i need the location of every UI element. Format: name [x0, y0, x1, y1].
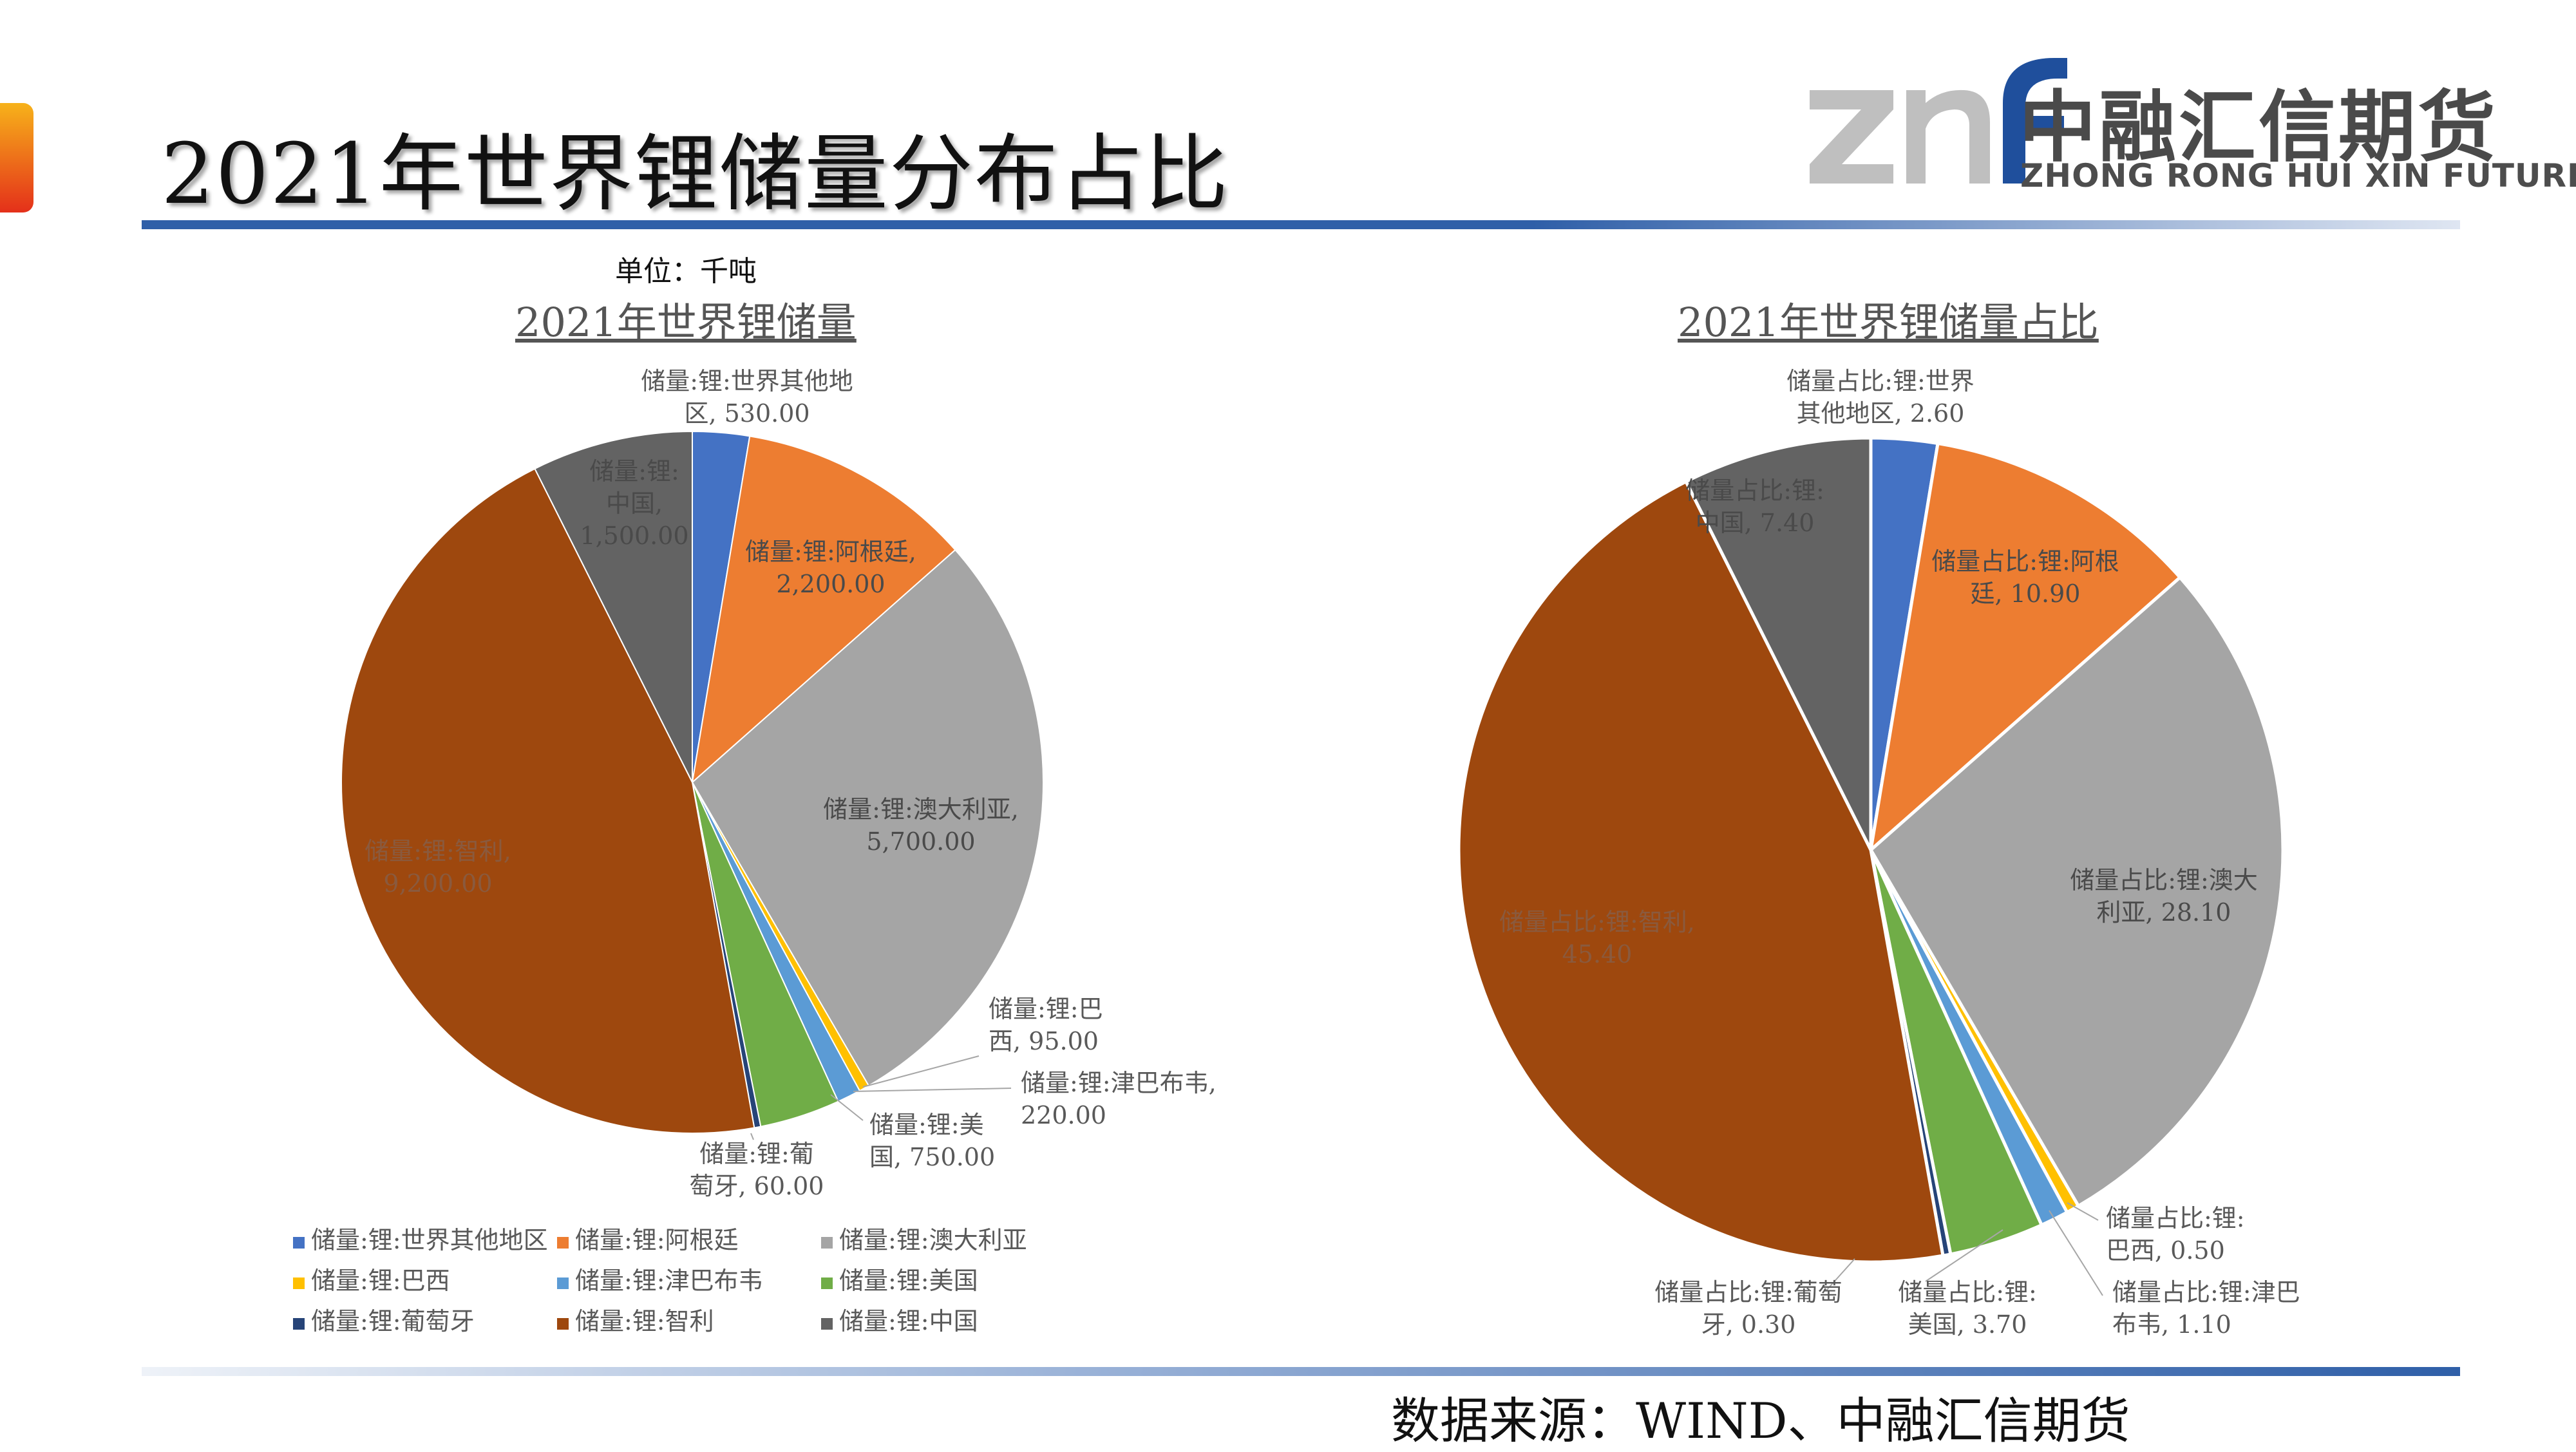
- pie-1-leader-6: [830, 1094, 864, 1121]
- pie-2: [1457, 436, 2285, 1264]
- pie-2-slice-2: [1868, 441, 2183, 854]
- logo-znf-icon: [1810, 58, 2067, 184]
- pie-1-leader-5: [853, 1088, 1012, 1092]
- logo-mark: [1810, 58, 2067, 184]
- pie-1-data-label-6: 储量:锂:美国, 750.00: [869, 1111, 995, 1171]
- accent-tab: [0, 103, 33, 212]
- logo-name-cn: 中融汇信期货: [2019, 83, 2498, 173]
- pie-2-data-label-9: 储量占比:锂:中国, 7.40: [1685, 476, 1824, 537]
- legend-swatch: [293, 1317, 305, 1330]
- pie-1-data-label-3: 储量:锂:澳大利亚, 5,700.00: [823, 795, 1019, 856]
- pie-2-slice-8: [1457, 479, 1945, 1264]
- pie-2-data-label-1: 储量占比:锂:世界其他地区, 2.60: [1786, 367, 1975, 428]
- pie-1-data-label-7: 储量:锂:葡萄牙, 60.00: [690, 1140, 824, 1200]
- pie-2-data-label-6: 储量占比:锂:美国, 3.70: [1898, 1278, 2037, 1339]
- pie-1-leader-4: [862, 1055, 980, 1088]
- pie-1-slice-3: [691, 549, 1044, 1087]
- pie-1-data-label-9: 储量:锂:中国, 1,500.00: [580, 457, 688, 550]
- legend-label: 储量:锂:阿根廷: [575, 1226, 739, 1254]
- pie-1-data-label-2: 储量:锂:阿根廷, 2,200.00: [745, 538, 916, 598]
- legend-item-6: 储量:锂:美国: [821, 1261, 978, 1296]
- logo-name-en: ZHONG RONG HUI XIN FUTURES: [2020, 157, 2576, 194]
- legend-label: 储量:锂:葡萄牙: [311, 1307, 475, 1335]
- legend-swatch: [293, 1236, 305, 1249]
- page-title: 2021年世界锂储量分布占比: [161, 125, 1229, 223]
- pie-1-data-label-4: 储量:锂:巴西, 95.00: [989, 995, 1103, 1055]
- pie-2-data-label-3: 储量占比:锂:澳大利亚, 28.10: [2070, 866, 2258, 927]
- right-chart-title: 2021年世界锂储量占比: [1678, 299, 2099, 346]
- top-rule: [142, 220, 2460, 229]
- pie-2-data-label-2: 储量占比:锂:阿根廷, 10.90: [1931, 547, 2119, 608]
- legend-label: 储量:锂:中国: [839, 1307, 978, 1335]
- pie-1: [340, 430, 1044, 1135]
- legend-swatch: [293, 1277, 305, 1289]
- legend-item-7: 储量:锂:葡萄牙: [293, 1301, 475, 1337]
- legend-swatch: [557, 1317, 569, 1330]
- pie-1-slice-8: [340, 467, 755, 1135]
- pie-2-slice-3: [1868, 575, 2285, 1209]
- legend-item-1: 储量:锂:世界其他地区: [293, 1220, 548, 1256]
- legend-item-4: 储量:锂:巴西: [293, 1261, 450, 1296]
- pie-1-data-label-1: 储量:锂:世界其他地区, 530.00: [641, 367, 853, 428]
- legend-label: 储量:锂:世界其他地区: [311, 1226, 548, 1254]
- pie-1-data-label-5: 储量:锂:津巴布韦, 220.00: [1021, 1069, 1217, 1129]
- legend-item-2: 储量:锂:阿根廷: [557, 1220, 739, 1256]
- legend-label: 储量:锂:智利: [575, 1307, 714, 1335]
- legend-label: 储量:锂:美国: [839, 1267, 978, 1295]
- left-chart-title: 2021年世界锂储量: [515, 299, 857, 346]
- pie-2-data-label-5: 储量占比:锂:津巴布韦, 1.10: [2112, 1278, 2300, 1339]
- legend-item-5: 储量:锂:津巴布韦: [557, 1261, 763, 1296]
- pie-2-data-label-8: 储量占比:锂:智利, 45.40: [1499, 908, 1695, 968]
- pie-2-data-label-4: 储量占比:锂:巴西, 0.50: [2106, 1204, 2245, 1265]
- unit-label: 单位：千吨: [615, 255, 757, 288]
- pie-2-leader-5: [2049, 1210, 2103, 1296]
- data-source: 数据来源：WIND、中融汇信期货: [1391, 1392, 2130, 1449]
- pie-2-data-label-7: 储量占比:锂:葡萄牙, 0.30: [1654, 1278, 1842, 1339]
- legend-swatch: [821, 1317, 833, 1330]
- pie-1-slice-2: [691, 435, 956, 784]
- pie-2-slice-9: [1683, 436, 1873, 851]
- legend-swatch: [557, 1277, 569, 1289]
- pie-2-leader-4: [2067, 1202, 2099, 1221]
- pie-2-leader-6: [1925, 1229, 2003, 1282]
- legend-swatch: [821, 1277, 833, 1289]
- legend-item-8: 储量:锂:智利: [557, 1301, 714, 1337]
- pie-1-data-label-8: 储量:锂:智利, 9,200.00: [365, 837, 511, 898]
- bottom-rule: [142, 1367, 2460, 1376]
- legend-item-3: 储量:锂:澳大利亚: [821, 1220, 1027, 1256]
- pie-1-slice-9: [534, 430, 693, 783]
- legend-label: 储量:锂:澳大利亚: [839, 1226, 1027, 1254]
- legend-label: 储量:锂:津巴布韦: [575, 1267, 763, 1295]
- legend-label: 储量:锂:巴西: [311, 1267, 450, 1295]
- legend-item-9: 储量:锂:中国: [821, 1301, 978, 1337]
- legend-swatch: [557, 1236, 569, 1249]
- pie-1-leader-7: [750, 1133, 754, 1140]
- legend-swatch: [821, 1236, 833, 1249]
- pie-2-leader-7: [1825, 1258, 1855, 1292]
